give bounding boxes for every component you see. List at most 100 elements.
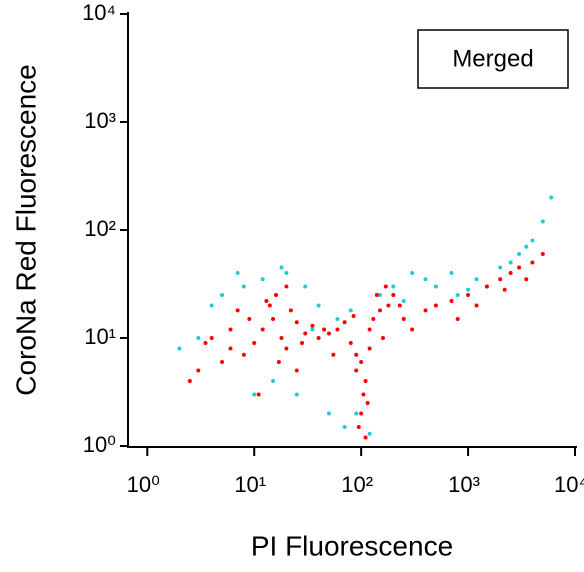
point — [264, 299, 269, 304]
point — [322, 327, 327, 332]
point — [498, 265, 503, 270]
point — [342, 424, 347, 429]
point — [391, 284, 396, 289]
point — [498, 277, 503, 282]
point — [377, 308, 382, 313]
point — [517, 265, 522, 270]
point — [220, 359, 225, 364]
point — [383, 284, 388, 289]
point — [220, 293, 225, 298]
point — [377, 293, 382, 298]
point — [374, 293, 379, 298]
point — [524, 244, 529, 249]
point — [203, 340, 208, 345]
point — [326, 331, 331, 336]
point — [423, 277, 428, 282]
x-tick-label: 10⁴ — [554, 472, 584, 497]
point — [303, 331, 308, 336]
y-tick-label: 10³ — [84, 108, 116, 133]
annotation-box — [417, 29, 569, 89]
point — [391, 293, 396, 298]
point — [371, 316, 376, 321]
point — [241, 284, 246, 289]
point — [288, 308, 293, 313]
point — [354, 411, 359, 416]
point — [530, 238, 535, 243]
point — [279, 265, 284, 270]
point — [356, 424, 361, 429]
point — [209, 336, 214, 340]
point — [410, 270, 415, 275]
point — [359, 411, 364, 416]
point — [342, 320, 347, 325]
point — [335, 316, 340, 321]
point — [284, 270, 289, 275]
point — [228, 346, 233, 351]
y-tick-label: 10¹ — [84, 324, 116, 349]
point — [276, 359, 281, 364]
point — [367, 431, 372, 436]
y-tick-label: 10² — [84, 216, 116, 241]
x-tick-label: 10² — [341, 472, 373, 497]
point — [363, 378, 368, 383]
point — [300, 340, 305, 345]
point — [241, 352, 246, 357]
point — [284, 346, 289, 351]
point — [433, 284, 438, 289]
point — [524, 277, 529, 282]
point — [502, 287, 507, 292]
point — [359, 359, 364, 364]
point — [540, 219, 545, 224]
y-tick-label: 10⁴ — [82, 0, 116, 25]
point — [209, 303, 214, 308]
point — [449, 270, 454, 275]
point — [423, 308, 428, 313]
point — [549, 195, 554, 200]
point — [474, 303, 479, 308]
point — [252, 340, 257, 345]
point — [326, 411, 331, 416]
point — [401, 316, 406, 321]
point — [252, 392, 257, 397]
point — [271, 316, 276, 321]
point — [466, 293, 471, 298]
point — [363, 435, 368, 440]
point — [316, 303, 321, 308]
point — [274, 293, 279, 298]
point — [354, 368, 359, 373]
point — [310, 327, 315, 332]
point — [235, 308, 240, 313]
point — [235, 270, 240, 275]
point — [530, 260, 535, 265]
point — [247, 316, 252, 321]
point — [380, 336, 385, 340]
point — [267, 303, 272, 308]
point — [455, 293, 460, 298]
point — [335, 327, 340, 332]
point — [196, 336, 201, 340]
point — [466, 287, 471, 292]
point — [449, 299, 454, 304]
point — [256, 392, 261, 397]
point — [361, 392, 366, 397]
point — [455, 316, 460, 321]
point — [228, 327, 233, 332]
y-tick-label: 10⁰ — [83, 432, 116, 457]
point — [260, 327, 265, 332]
point — [294, 392, 299, 397]
point — [367, 327, 372, 332]
x-tick-label: 10¹ — [234, 472, 266, 497]
point — [284, 284, 289, 289]
point — [386, 303, 391, 308]
point — [271, 378, 276, 383]
point — [279, 336, 284, 340]
point — [433, 303, 438, 308]
point — [365, 401, 370, 406]
point — [310, 323, 315, 328]
point — [367, 346, 372, 351]
x-tick-label: 10⁰ — [127, 472, 160, 497]
point — [508, 260, 513, 265]
point — [294, 320, 299, 325]
point — [484, 284, 489, 289]
